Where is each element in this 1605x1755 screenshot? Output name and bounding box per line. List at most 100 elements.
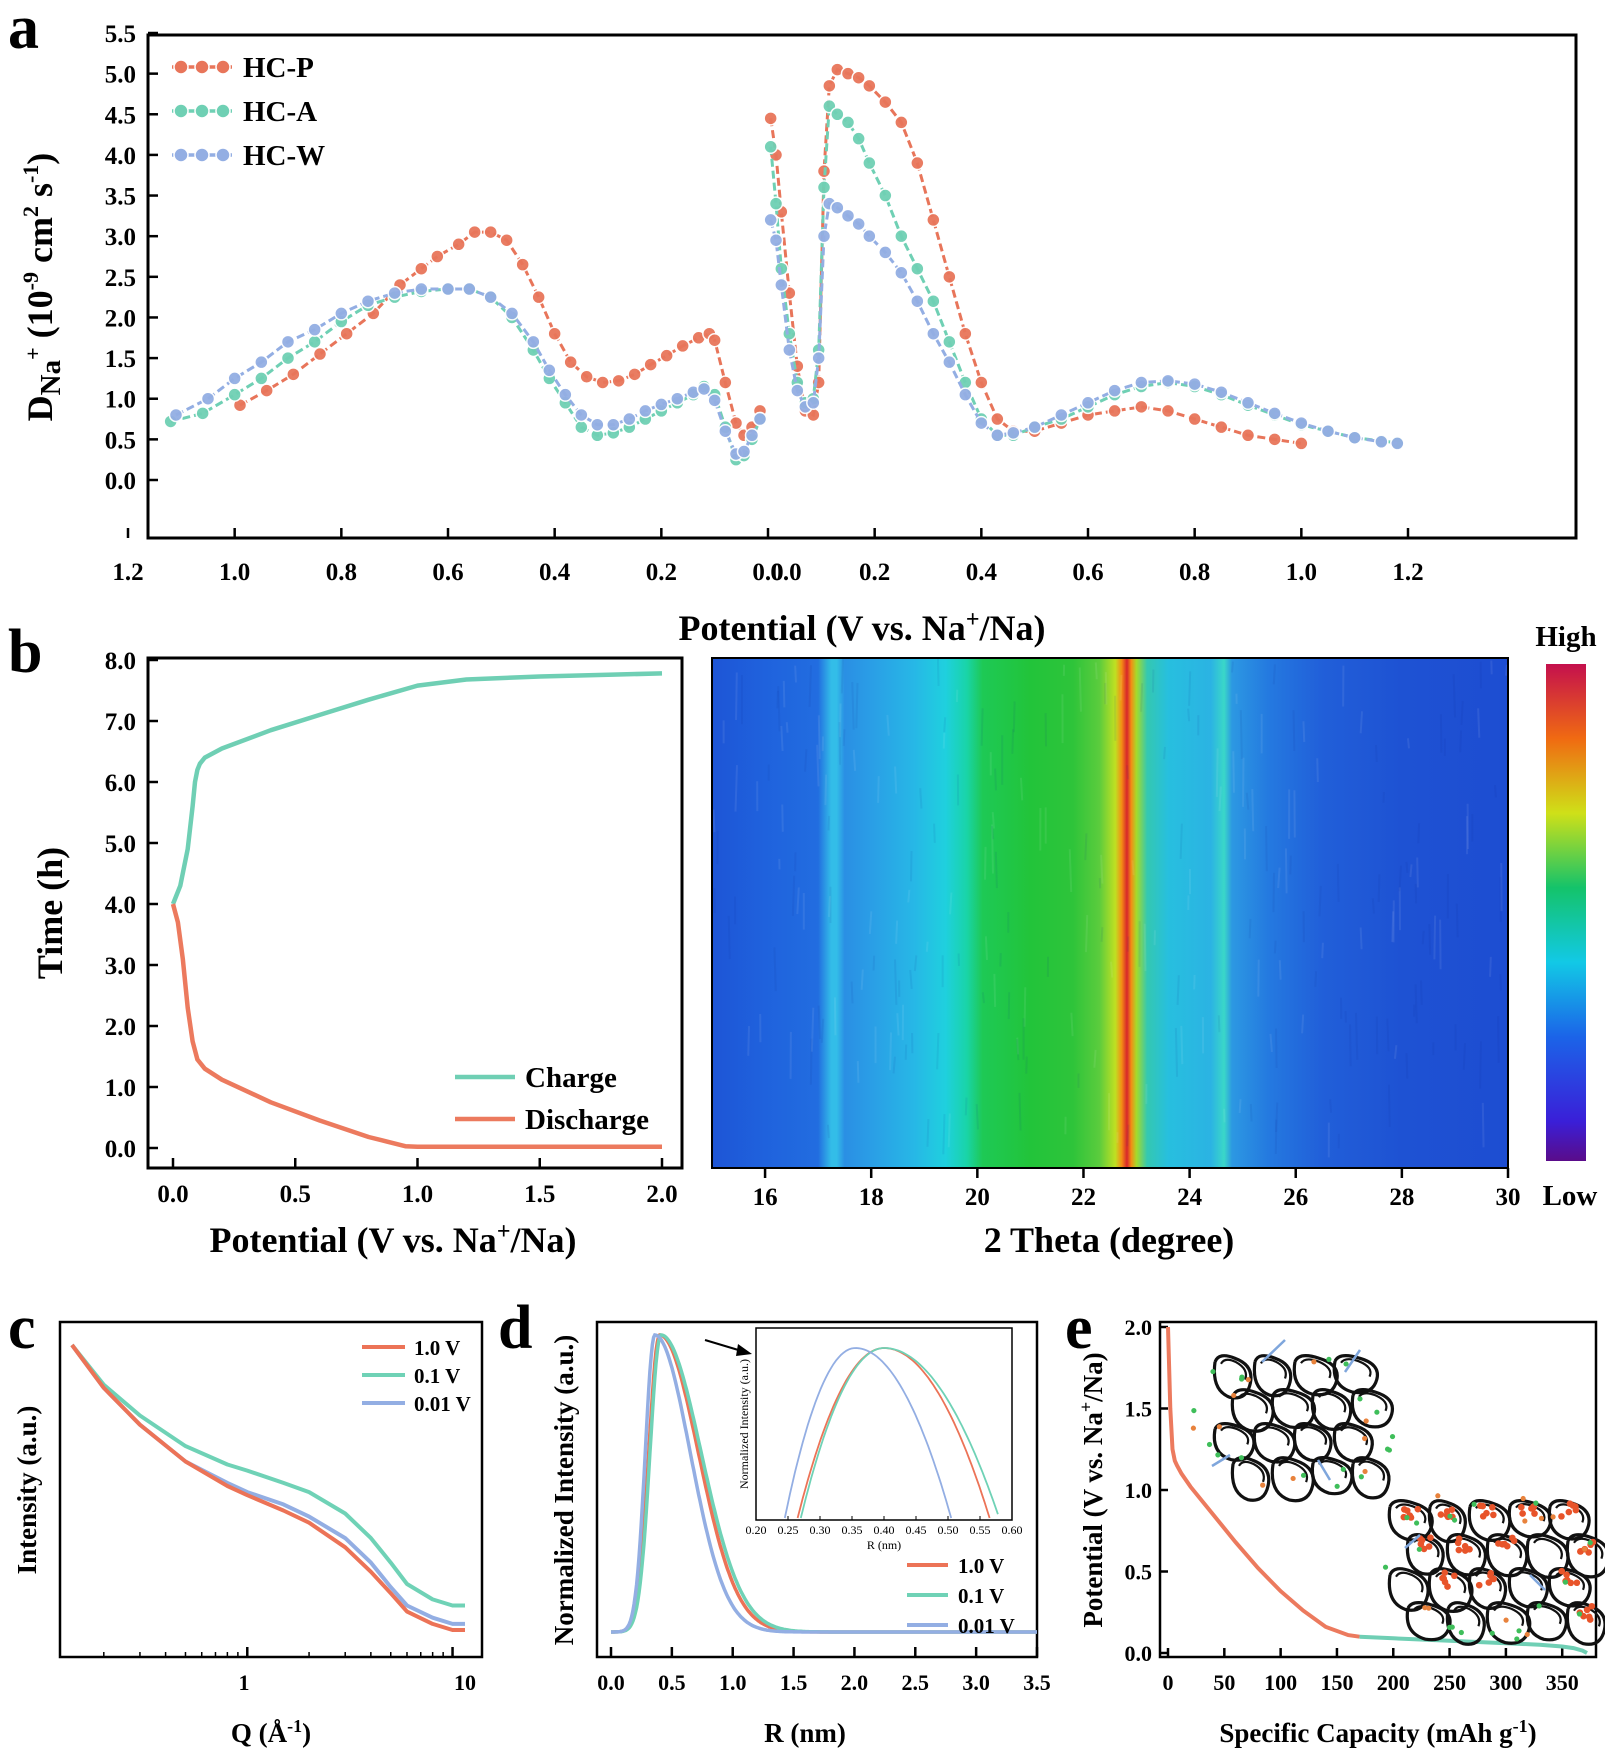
a-point (1134, 375, 1149, 390)
heatmap-noise-streak (820, 1018, 825, 1043)
heatmap-noise-streak (1321, 942, 1324, 959)
heatmap-noise-streak (1292, 710, 1296, 752)
b-legend-label: Charge (525, 1062, 617, 1094)
a-point (286, 367, 301, 382)
panel-e-x-axis-label: Specific Capacity (mAh g-1) (1219, 1716, 1536, 1748)
a-x-tick-label: 1.2 (1392, 559, 1423, 586)
panel-d-ticks (609, 1647, 1039, 1657)
panel-c-saxs-chart: 1.0 V 0.1 V 0.01 V 1 10 Q (Å-1) Intensity … (12, 1320, 484, 1748)
a-legend-marker (215, 103, 231, 119)
heatmap-noise-streak (1110, 961, 1114, 978)
heatmap-noise-streak (1318, 885, 1322, 917)
heatmap-noise-streak (1420, 980, 1423, 1005)
carbon-shell (1310, 1456, 1354, 1496)
panel-b-heatmap: 16 18 20 22 24 26 28 30 2 Theta (degree) High L… (711, 621, 1597, 1260)
heatmap-noise-streak (1068, 849, 1073, 893)
d-inset-tick-label: 0.20 (746, 1523, 767, 1537)
heatmap-noise-streak (984, 936, 988, 960)
heatmap-noise-streak (804, 749, 808, 772)
a-point (515, 257, 530, 272)
c-line (70, 1343, 465, 1608)
sodium-ion-dot (1386, 1447, 1392, 1453)
heatmap-noise-streak (1078, 667, 1082, 712)
panel-d-x-axis-label: R (nm) (764, 1718, 846, 1748)
a-point (1390, 436, 1405, 451)
sodium-cluster-dot (1558, 1567, 1566, 1575)
d-inset-arrowhead (736, 1344, 752, 1356)
heatmap-noise-streak (910, 850, 913, 882)
a-point (558, 387, 573, 402)
a-point (339, 326, 354, 341)
a-point (910, 293, 925, 309)
a-y-tick-label: 1.0 (105, 387, 136, 414)
a-y-tick-label: 5.5 (105, 21, 136, 48)
carbon-inner-shell (1493, 1605, 1525, 1627)
a-y-tick-label: 1.5 (105, 346, 136, 373)
heatmap-noise-streak (926, 1119, 930, 1147)
sodium-ion-dot (1343, 1361, 1349, 1367)
heatmap-noise-streak (909, 969, 913, 989)
sodium-ion-dot (1389, 1433, 1396, 1440)
heatmap-noise-streak (1093, 1049, 1097, 1068)
a-point (974, 375, 989, 390)
carbon-inner-shell (1413, 1605, 1445, 1625)
d-legend-label: 0.1 V (958, 1584, 1004, 1608)
a-x-tick-label: 0.2 (859, 559, 890, 586)
e-x-tick-label: 100 (1264, 1670, 1297, 1695)
a-point (782, 342, 797, 358)
a-point (579, 369, 594, 385)
sodium-ion-dot (1358, 1474, 1364, 1480)
sodium-ion-dot (1260, 1482, 1266, 1488)
a-point (1107, 383, 1122, 398)
heatmap-noise-streak (1084, 833, 1088, 861)
panel-letter-b: b (8, 618, 42, 686)
a-point (563, 354, 578, 370)
a-point (542, 363, 557, 378)
sodium-ion-dot (1416, 1546, 1422, 1552)
sodium-cluster-dot (1441, 1569, 1449, 1576)
sodium-cluster-dot (1565, 1508, 1573, 1516)
sodium-ion-dot (1404, 1514, 1410, 1521)
a-y-tick-label: 0.5 (105, 427, 136, 454)
a-point (990, 411, 1005, 427)
heatmap-noise-streak (1275, 1028, 1278, 1069)
sodium-ion-dot (1414, 1520, 1420, 1526)
carbon-inner-shell (1260, 1426, 1290, 1446)
heatmap-noise-streak (1497, 1016, 1500, 1063)
carbon-shell (1230, 1388, 1275, 1433)
sodium-ion-dot (1471, 1501, 1477, 1507)
d-inset-tick-label: 0.50 (938, 1523, 959, 1537)
a-point (862, 228, 877, 244)
heatmap-noise-streak (1140, 683, 1144, 712)
heatmap-noise-streak (810, 1007, 815, 1052)
panel-b-legend: Charge Discharge (455, 1062, 649, 1136)
sodium-ion-dot (1290, 1475, 1296, 1482)
carbon-shell (1485, 1533, 1529, 1578)
heatmap-noise-streak (817, 715, 821, 760)
heatmap-noise-streak (1126, 1124, 1130, 1147)
a-point (1320, 423, 1336, 439)
e-line-plateau (1359, 1634, 1588, 1655)
heatmap-noise-streak (1359, 927, 1363, 950)
a-x-tick-label: 0.2 (646, 559, 677, 586)
heatmap-noise-streak (1179, 823, 1183, 859)
carbon-shell (1445, 1533, 1488, 1577)
heatmap-noise-streak (1452, 674, 1457, 718)
e-y-tick-label: 1.0 (1125, 1478, 1153, 1503)
sodium-cluster-dot (1563, 1571, 1570, 1579)
a-point (440, 281, 456, 297)
heatmap-noise-streak (1479, 1041, 1482, 1089)
a-point (822, 78, 837, 94)
b-line-discharge (170, 903, 662, 1150)
a-x-tick-label: 0.0 (752, 559, 783, 586)
a-point (227, 387, 242, 402)
heatmap-noise-streak (981, 992, 985, 1004)
a-point (763, 139, 778, 155)
heatmap-noise-streak (1284, 848, 1288, 894)
carbon-shell (1230, 1456, 1271, 1502)
heatmap-noise-streak (773, 947, 777, 992)
sodium-ion-dot (1582, 1546, 1588, 1552)
heatmap-noise-streak (1414, 984, 1418, 1024)
a-point (774, 277, 789, 293)
sodium-cluster-dot (1567, 1579, 1575, 1587)
